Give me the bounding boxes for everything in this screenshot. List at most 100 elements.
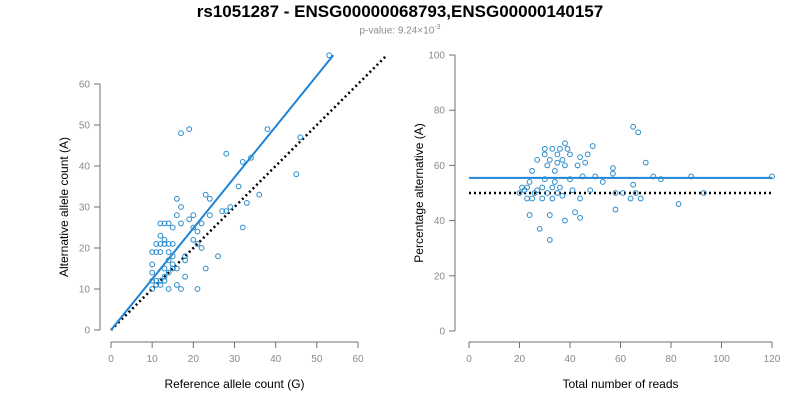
left-data-point: [202, 191, 209, 198]
left-x-tick-label: 50: [311, 354, 323, 365]
left-data-point: [190, 224, 197, 231]
right-data-point: [577, 154, 583, 161]
right-data-point: [549, 184, 556, 191]
right-data-point: [554, 151, 561, 158]
left-data-point: [149, 249, 156, 256]
left-data-point: [178, 286, 184, 292]
left-data-point: [182, 257, 189, 264]
right-data-point: [546, 156, 553, 163]
right-data-point: [549, 145, 556, 152]
right-data-point: [567, 176, 573, 183]
left-data-point: [153, 249, 160, 256]
left-data-point: [256, 191, 263, 198]
left-data-point: [219, 208, 226, 215]
right-data-point: [635, 129, 642, 136]
right-data-point: [637, 195, 644, 202]
right-data-point: [544, 162, 551, 169]
right-data-point: [529, 168, 536, 174]
right-data-point: [546, 237, 553, 243]
right-y-axis-label: Percentage alternative (A): [412, 123, 426, 262]
left-reference-line: [110, 54, 388, 331]
right-data-point: [632, 190, 639, 196]
right-data-point: [526, 179, 533, 185]
left-data-point: [157, 241, 164, 247]
right-data-point: [642, 159, 649, 166]
left-x-tick-label: 40: [270, 354, 282, 365]
left-data-point: [161, 220, 168, 227]
left-data-point: [161, 236, 168, 243]
right-data-point: [549, 195, 556, 202]
left-data-point: [173, 212, 180, 219]
left-data-point: [235, 183, 242, 190]
left-data-point: [157, 232, 164, 239]
right-x-tick-label: 120: [764, 354, 781, 365]
right-data-point: [612, 206, 619, 213]
right-x-tick-label: 100: [713, 354, 730, 365]
right-x-tick-label: 60: [615, 354, 627, 365]
right-data-point: [650, 173, 657, 180]
right-data-point: [544, 190, 551, 196]
right-data-point: [539, 184, 546, 191]
right-x-tick-label: 40: [564, 354, 576, 365]
left-data-point: [202, 265, 209, 272]
left-data-point: [153, 282, 160, 288]
right-data-point: [559, 192, 566, 199]
right-data-point: [599, 179, 606, 185]
right-data-point: [612, 190, 619, 196]
right-data-point: [562, 162, 568, 169]
right-data-point: [592, 173, 599, 180]
pvalue-text: p-value: 9.24×10: [359, 25, 435, 37]
left-data-point: [326, 52, 333, 59]
right-data-point: [541, 145, 548, 152]
right-data-point: [529, 195, 536, 202]
left-data-point: [194, 286, 201, 292]
left-x-tick-label: 10: [147, 354, 159, 365]
left-data-point: [149, 277, 156, 284]
left-data-point: [206, 195, 213, 202]
right-data-point: [534, 156, 541, 163]
left-data-point: [248, 154, 254, 161]
left-data-point: [161, 277, 168, 284]
left-data-point: [157, 282, 164, 288]
right-data-point: [546, 212, 553, 218]
right-data-point: [536, 225, 543, 232]
right-data-point: [516, 190, 523, 196]
right-data-point: [574, 162, 581, 169]
left-data-point: [190, 236, 197, 243]
left-data-point: [293, 171, 300, 178]
left-data-point: [153, 277, 160, 284]
right-y-tick-label: 100: [428, 51, 445, 62]
left-data-point: [215, 253, 221, 260]
left-data-point: [169, 265, 176, 272]
right-data-point: [541, 151, 548, 158]
right-data-point: [539, 195, 546, 202]
right-data-point: [524, 195, 530, 202]
left-y-tick-label: 0: [84, 326, 90, 337]
chart-title: rs1051287 - ENSG00000068793,ENSG00000140…: [196, 2, 604, 21]
left-data-point: [182, 253, 189, 260]
left-data-point: [157, 220, 164, 227]
left-data-point: [194, 228, 201, 235]
left-data-point: [149, 269, 156, 276]
right-data-point: [534, 187, 541, 194]
left-x-tick-label: 60: [352, 354, 364, 365]
left-data-point: [178, 204, 184, 210]
left-y-tick-label: 10: [79, 285, 91, 296]
left-y-tick-label: 50: [79, 121, 91, 132]
left-data-point: [161, 241, 168, 247]
right-y-tick-label: 20: [434, 271, 446, 282]
right-data-point: [577, 195, 583, 202]
right-data-point: [658, 176, 664, 183]
left-data-point: [165, 269, 172, 276]
right-data-point: [579, 173, 586, 180]
right-x-tick-label: 80: [665, 354, 677, 365]
left-y-tick-label: 30: [79, 203, 91, 214]
right-data-point: [675, 201, 682, 207]
right-data-point: [557, 145, 563, 152]
left-data-point: [264, 126, 271, 133]
right-y-tick-label: 60: [434, 161, 446, 172]
left-data-point: [161, 265, 168, 272]
left-data-point: [223, 208, 230, 215]
right-data-point: [541, 176, 548, 183]
